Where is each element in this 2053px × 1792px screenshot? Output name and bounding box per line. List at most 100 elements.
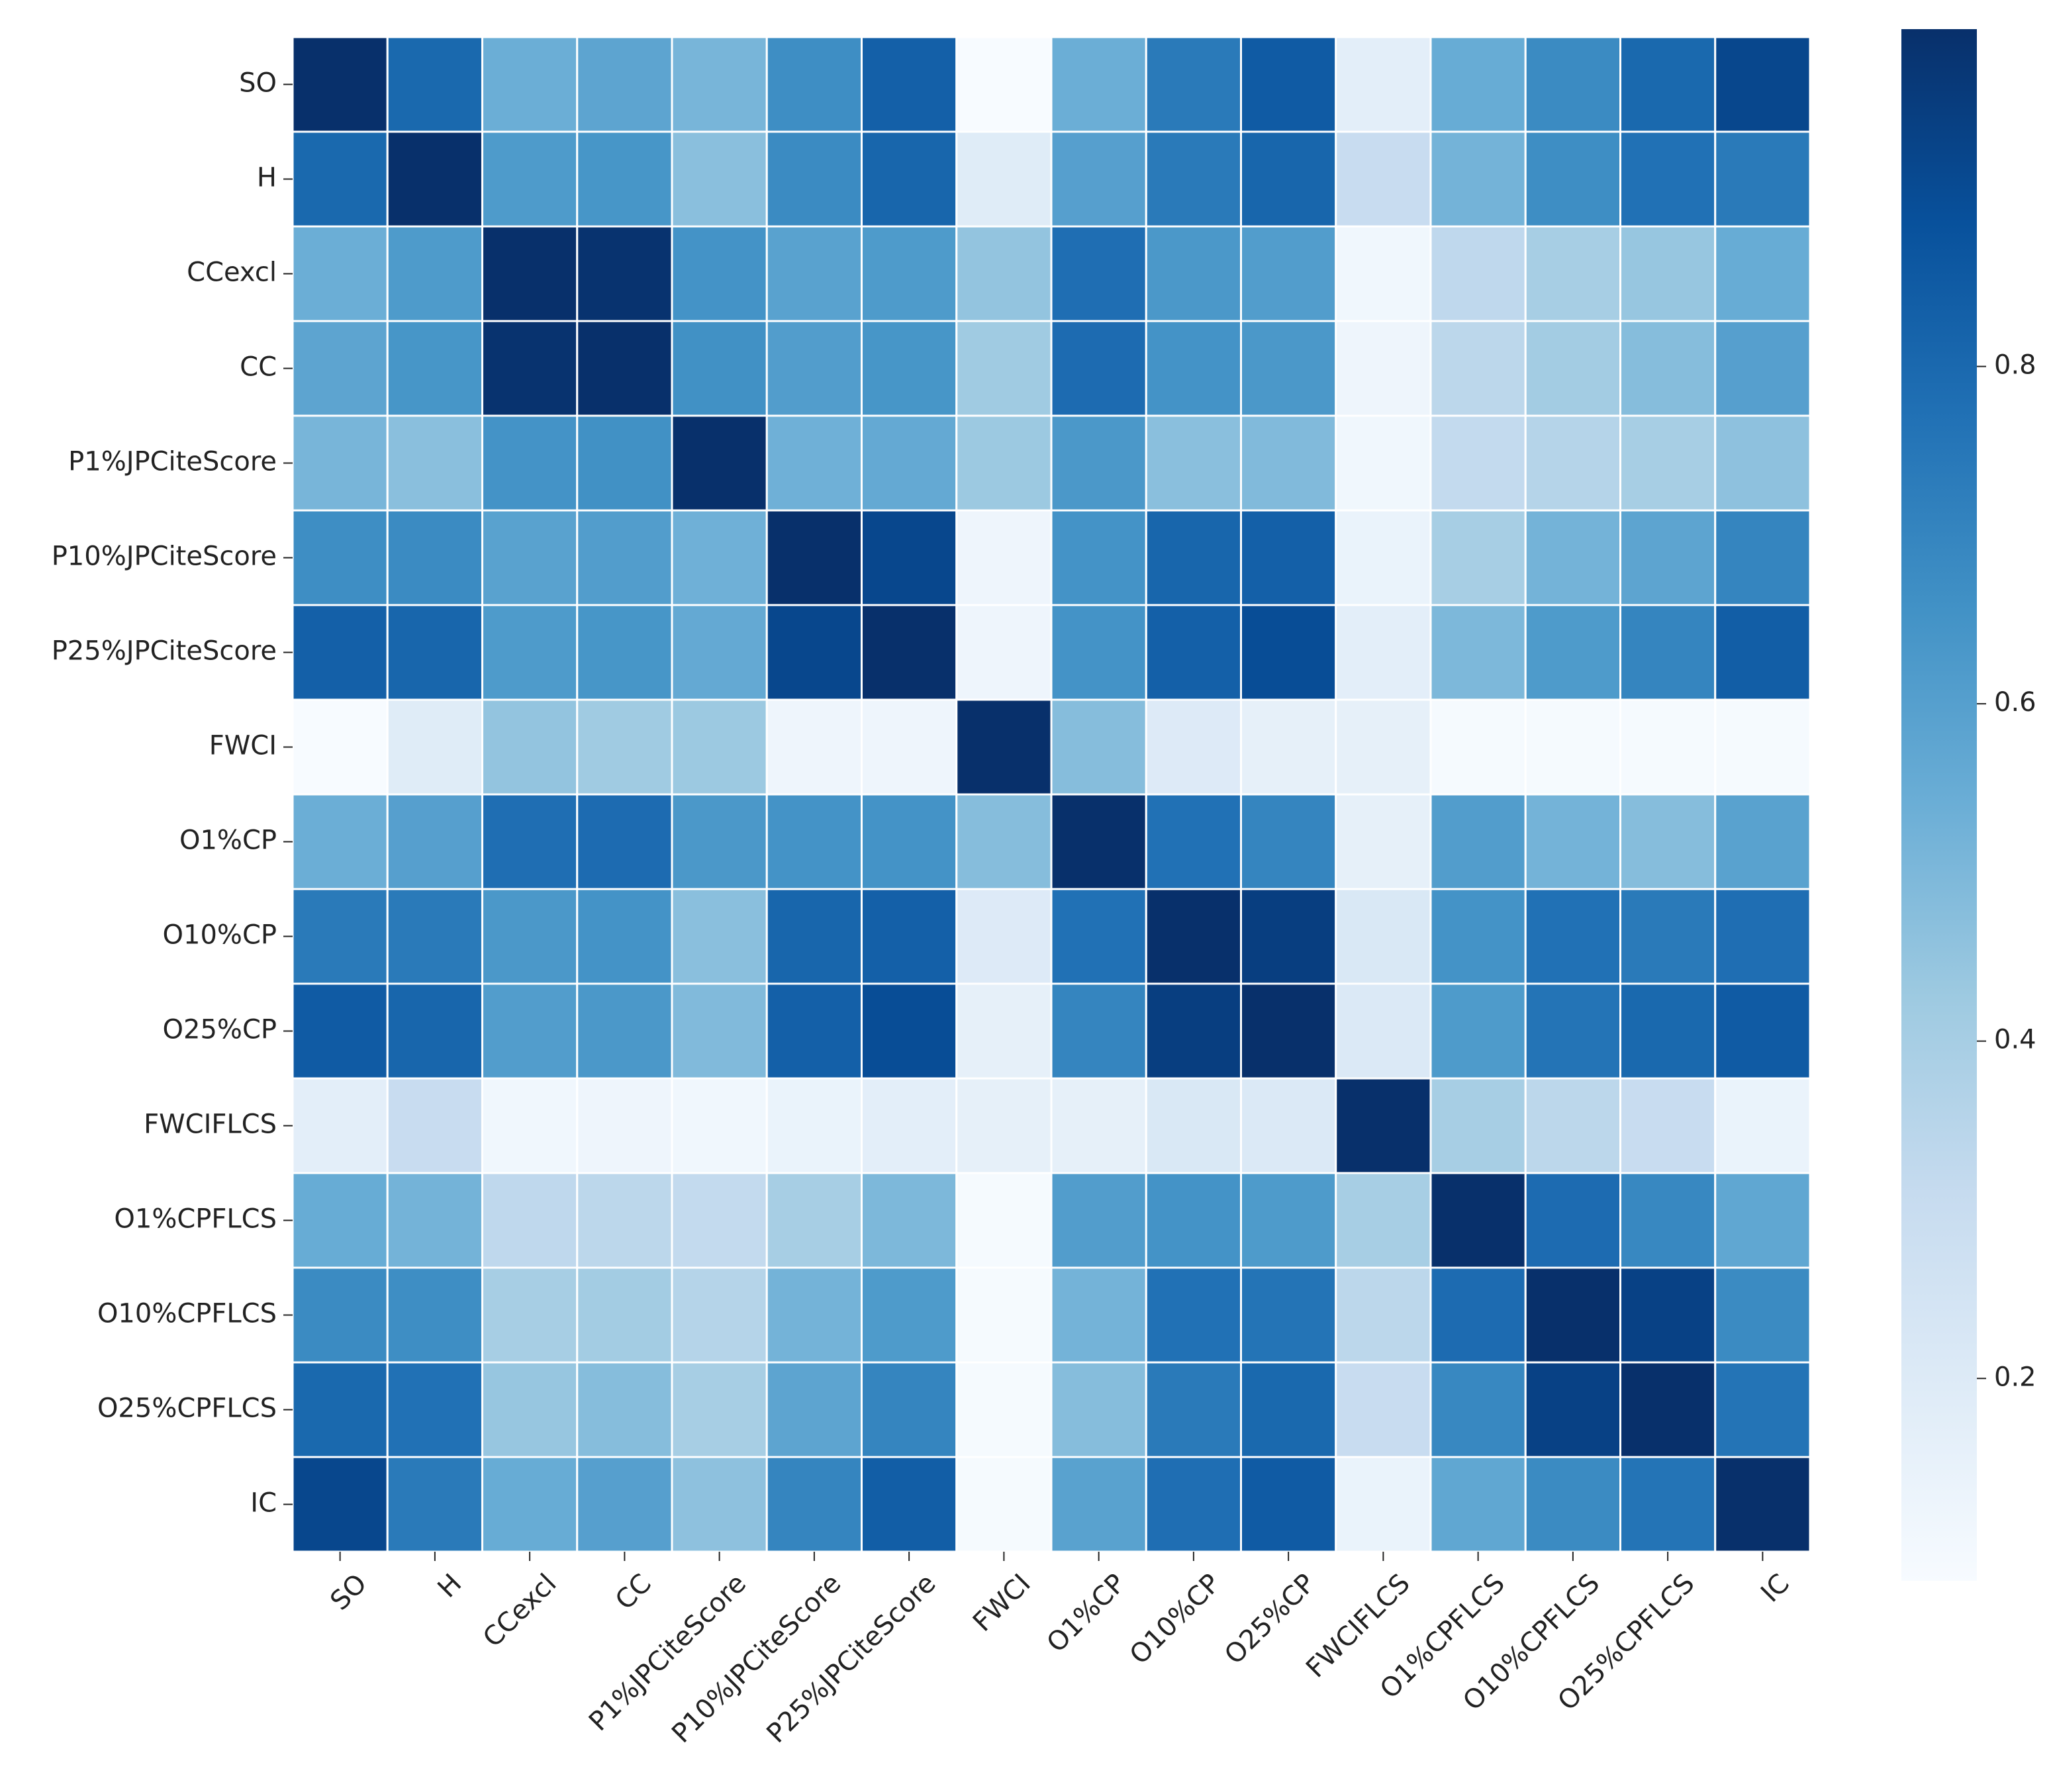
heatmap-cell-3-3: [576, 320, 673, 417]
heatmap-cell-7-1: [386, 698, 483, 796]
heatmap-cell-15-0: [291, 1456, 389, 1553]
heatmap-cell-12-3: [576, 1172, 673, 1269]
x-tick-label: P1%JPCiteScore: [583, 1568, 752, 1737]
heatmap-cell-12-1: [386, 1172, 483, 1269]
heatmap-cell-12-15: [1714, 1172, 1811, 1269]
heatmap-cell-10-9: [1145, 982, 1242, 1080]
heatmap-cell-3-1: [386, 320, 483, 417]
heatmap-cell-6-5: [765, 604, 863, 701]
heatmap-cell-5-12: [1429, 509, 1527, 606]
heatmap-cell-2-6: [861, 225, 958, 322]
heatmap-cell-7-12: [1429, 698, 1527, 796]
heatmap-cell-0-5: [765, 36, 863, 133]
heatmap-cell-4-7: [955, 414, 1053, 512]
y-tick-label: O1%CPFLCS: [114, 1204, 277, 1235]
heatmap-cell-13-10: [1240, 1266, 1337, 1364]
heatmap-cell-9-8: [1050, 888, 1147, 985]
heatmap-cell-4-10: [1240, 414, 1337, 512]
heatmap-cell-5-3: [576, 509, 673, 606]
x-tick-label: IC: [1755, 1568, 1795, 1609]
heatmap-cell-0-13: [1524, 36, 1621, 133]
heatmap-cell-9-11: [1335, 888, 1432, 985]
y-tick-label: O10%CPFLCS: [97, 1299, 277, 1329]
heatmap-cell-4-1: [386, 414, 483, 512]
heatmap-cell-4-13: [1524, 414, 1621, 512]
heatmap-cell-8-12: [1429, 793, 1527, 890]
heatmap-cell-13-4: [671, 1266, 768, 1364]
heatmap-cell-7-15: [1714, 698, 1811, 796]
heatmap-cell-15-9: [1145, 1456, 1242, 1553]
colorbar-tick-label: 0.4: [1994, 1025, 2036, 1055]
heatmap-cell-11-0: [291, 1077, 389, 1174]
heatmap-cell-0-1: [386, 36, 483, 133]
heatmap-cell-14-10: [1240, 1361, 1337, 1458]
heatmap-cell-11-13: [1524, 1077, 1621, 1174]
heatmap-cell-9-2: [481, 888, 579, 985]
heatmap-cell-13-14: [1619, 1266, 1717, 1364]
heatmap-cell-12-13: [1524, 1172, 1621, 1269]
heatmap-cell-11-8: [1050, 1077, 1147, 1174]
heatmap-cell-5-1: [386, 509, 483, 606]
heatmap-cell-4-5: [765, 414, 863, 512]
heatmap-cell-12-8: [1050, 1172, 1147, 1269]
heatmap-cell-1-4: [671, 130, 768, 228]
heatmap-cell-11-1: [386, 1077, 483, 1174]
heatmap-cell-12-10: [1240, 1172, 1337, 1269]
heatmap-cell-7-9: [1145, 698, 1242, 796]
heatmap-cell-3-8: [1050, 320, 1147, 417]
heatmap-cell-1-5: [765, 130, 863, 228]
heatmap-cell-1-9: [1145, 130, 1242, 228]
heatmap-cell-1-12: [1429, 130, 1527, 228]
heatmap-cell-4-15: [1714, 414, 1811, 512]
x-axis-tick-labels: SO H CCexcl CCP1%JPCiteScoreP10%JPCiteScore…: [324, 1552, 1795, 1749]
heatmap-cell-11-9: [1145, 1077, 1242, 1174]
heatmap-cell-3-11: [1335, 320, 1432, 417]
heatmap-cell-0-10: [1240, 36, 1337, 133]
y-tick-label: P1%JPCiteScore: [68, 447, 277, 477]
heatmap-cell-2-12: [1429, 225, 1527, 322]
heatmap-cell-15-3: [576, 1456, 673, 1553]
heatmap-cell-4-11: [1335, 414, 1432, 512]
heatmap-cell-1-6: [861, 130, 958, 228]
heatmap-cell-15-4: [671, 1456, 768, 1553]
heatmap-cell-9-0: [291, 888, 389, 985]
heatmap-cell-8-10: [1240, 793, 1337, 890]
heatmap-cell-14-12: [1429, 1361, 1527, 1458]
heatmap-cell-4-14: [1619, 414, 1717, 512]
heatmap-cell-2-2: [481, 225, 579, 322]
heatmap-cell-12-0: [291, 1172, 389, 1269]
y-tick-label: P10%JPCiteScore: [52, 542, 277, 572]
heatmap-cell-13-8: [1050, 1266, 1147, 1364]
heatmap-cell-6-3: [576, 604, 673, 701]
heatmap-cell-13-15: [1714, 1266, 1811, 1364]
heatmap-cell-5-0: [291, 509, 389, 606]
heatmap-cell-11-2: [481, 1077, 579, 1174]
y-tick-label: IC: [250, 1488, 277, 1519]
heatmap-cell-2-15: [1714, 225, 1811, 322]
y-tick-label: O25%CPFLCS: [97, 1393, 277, 1424]
heatmap-cell-15-10: [1240, 1456, 1337, 1553]
heatmap-cell-8-8: [1050, 793, 1147, 890]
heatmap-cell-2-0: [291, 225, 389, 322]
heatmap-cell-14-11: [1335, 1361, 1432, 1458]
heatmap-cell-14-9: [1145, 1361, 1242, 1458]
heatmap-cell-11-4: [671, 1077, 768, 1174]
heatmap-cell-12-11: [1335, 1172, 1432, 1269]
y-tick-label: O25%CP: [163, 1015, 277, 1045]
heatmap-cell-4-12: [1429, 414, 1527, 512]
colorbar-tick-label: 0.8: [1994, 350, 2036, 381]
heatmap-cell-0-14: [1619, 36, 1717, 133]
heatmap-cell-11-15: [1714, 1077, 1811, 1174]
heatmap-cell-12-14: [1619, 1172, 1717, 1269]
heatmap-cell-10-4: [671, 982, 768, 1080]
heatmap-cell-7-14: [1619, 698, 1717, 796]
heatmap-cell-10-10: [1240, 982, 1337, 1080]
heatmap-cell-11-5: [765, 1077, 863, 1174]
heatmap-cell-5-15: [1714, 509, 1811, 606]
heatmap-cell-14-2: [481, 1361, 579, 1458]
heatmap-cell-1-11: [1335, 130, 1432, 228]
y-tick-label: SO: [239, 68, 277, 99]
heatmap-cell-8-9: [1145, 793, 1242, 890]
